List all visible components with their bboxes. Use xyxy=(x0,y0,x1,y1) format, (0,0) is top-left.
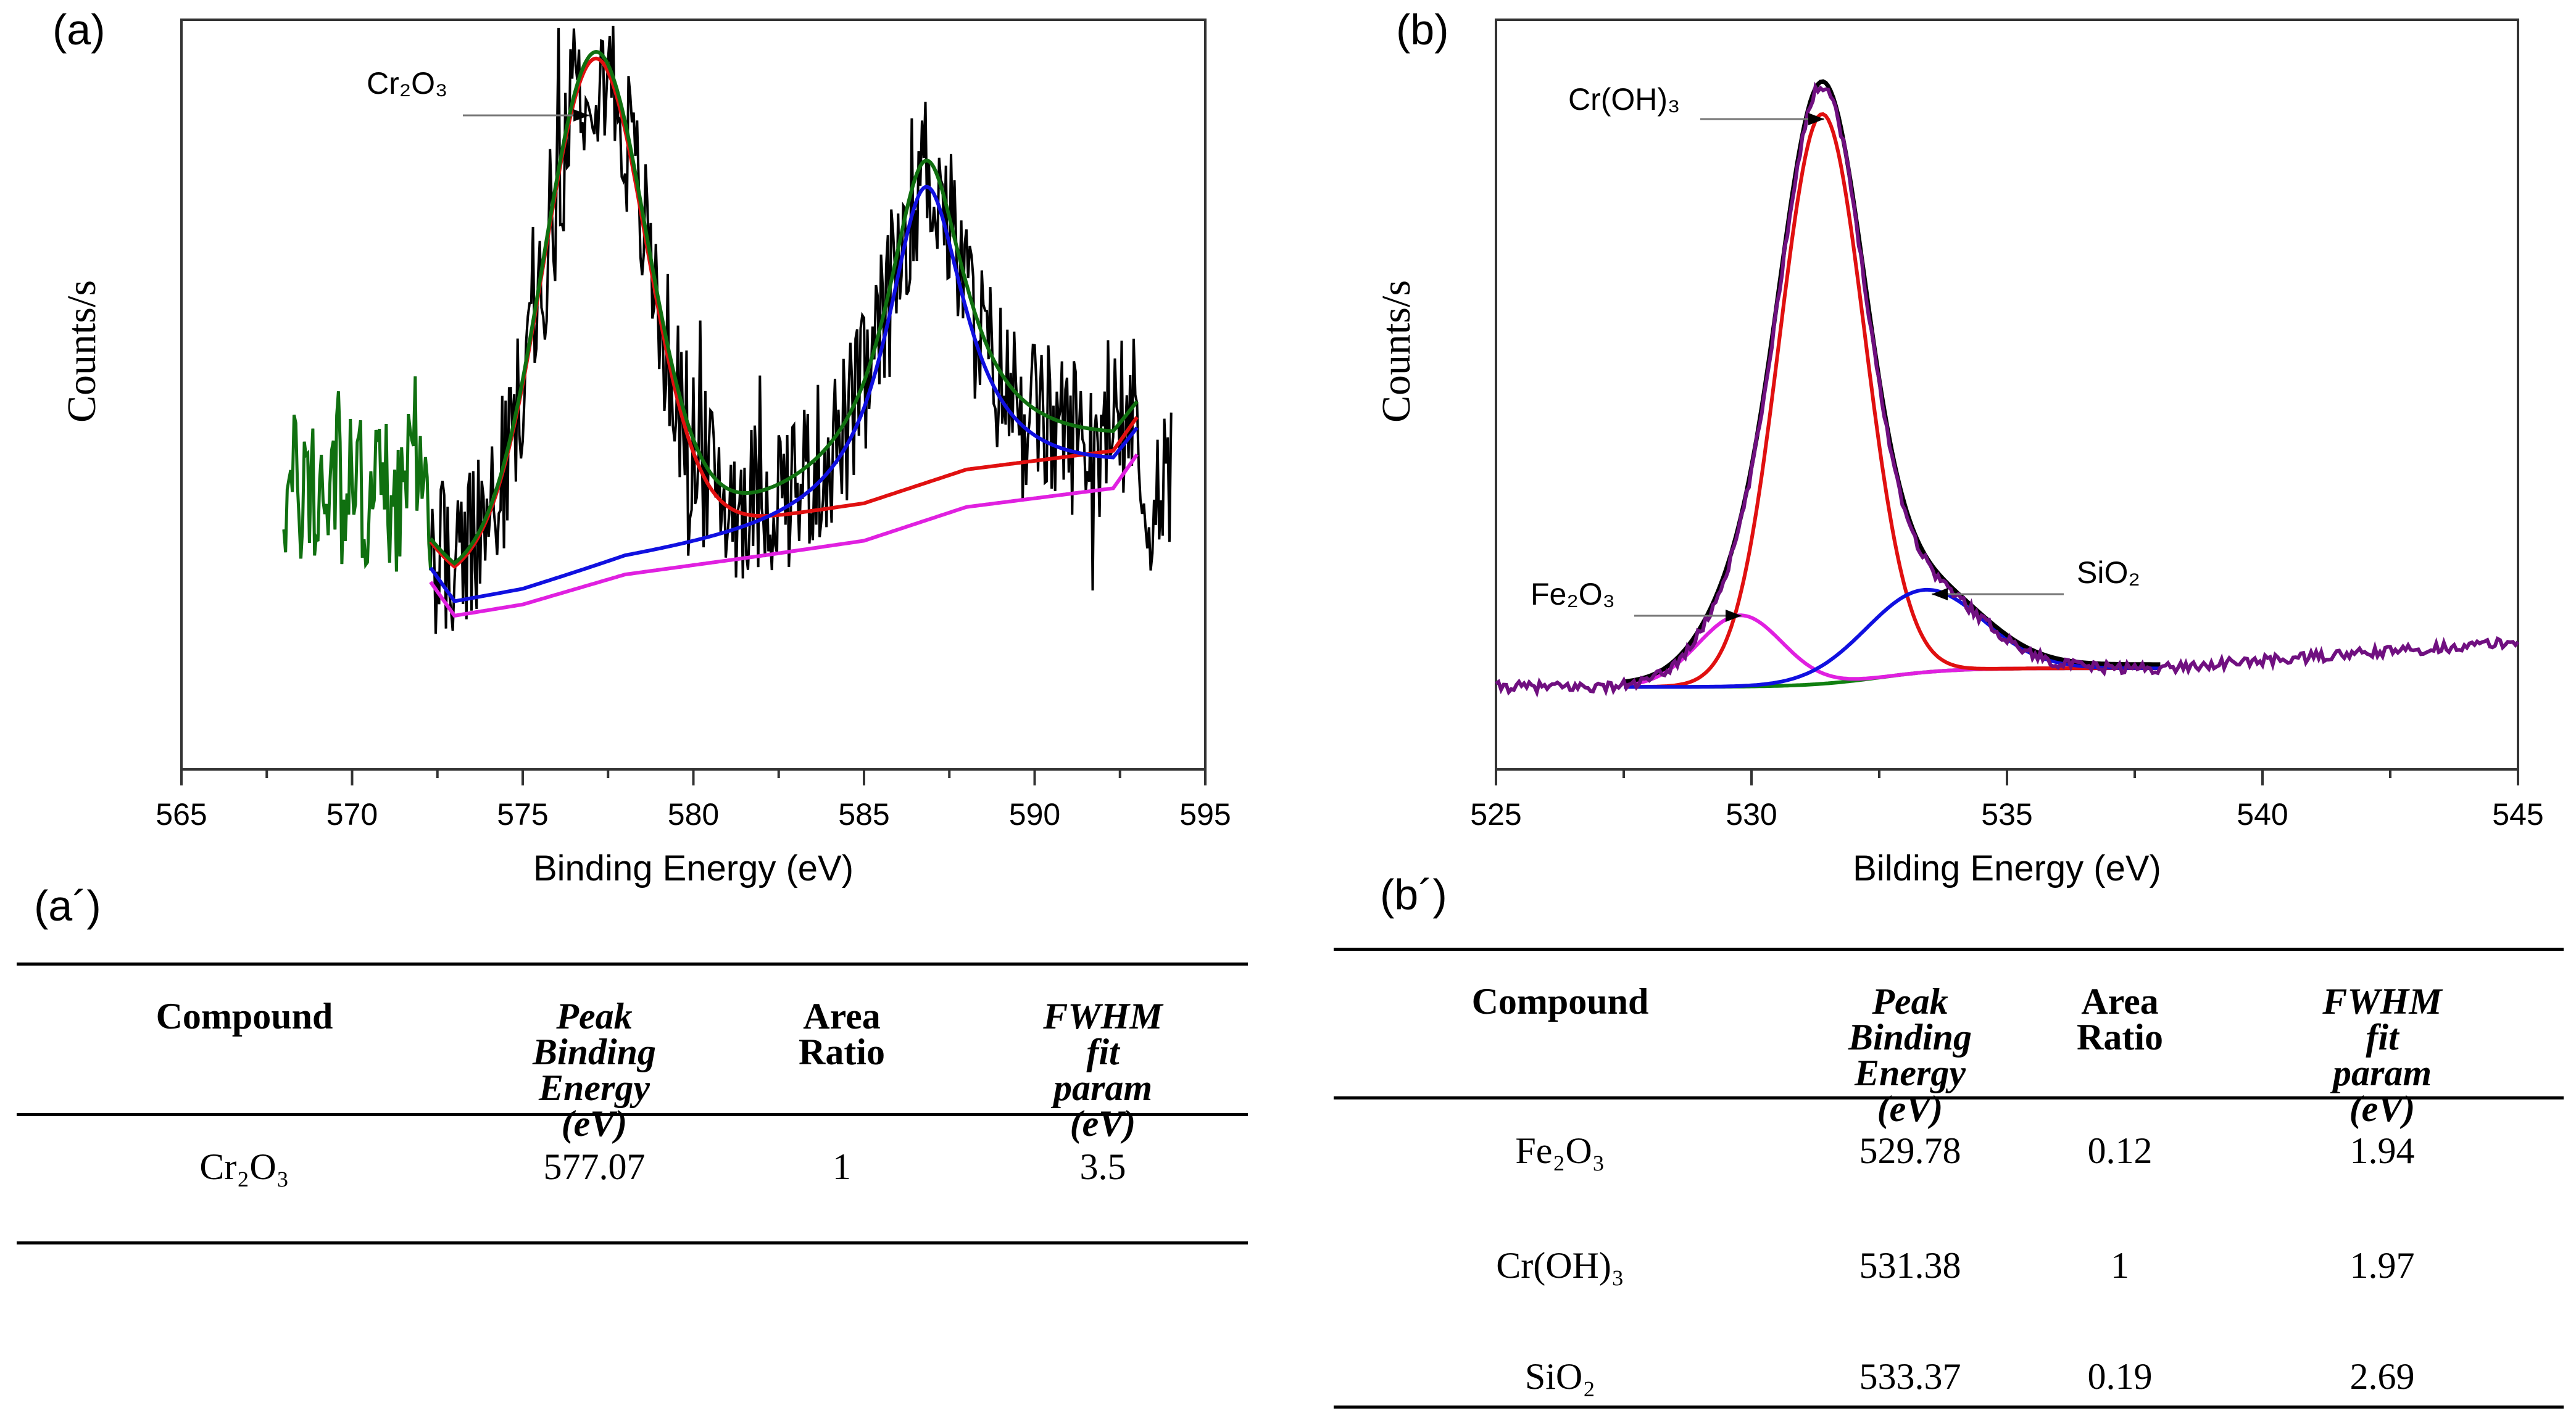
table-b-cell: Fe₂O₃ xyxy=(1515,1130,1605,1171)
table-a-cell: 577.07 xyxy=(543,1146,646,1187)
x-tick-label: 545 xyxy=(2492,797,2543,832)
table-b-cell: 0.19 xyxy=(2087,1356,2153,1397)
table-b-cell: 0.12 xyxy=(2087,1130,2153,1171)
table-a-header-compound: Compound xyxy=(156,996,333,1037)
x-tick-label: 580 xyxy=(668,797,719,832)
panel-label-a: (a) xyxy=(52,6,106,54)
annotation-label: Cr(OH)₃ xyxy=(1568,82,1680,117)
x-tick-label: 590 xyxy=(1009,797,1060,832)
table-b-cell: 531.38 xyxy=(1859,1245,1961,1286)
table-b-cell: Cr(OH)₃ xyxy=(1496,1245,1624,1286)
table-a-cell: Cr₂O₃ xyxy=(199,1146,289,1187)
annotation-label: Fe₂O₃ xyxy=(1531,577,1615,611)
baseline-line xyxy=(429,453,1139,618)
annotation-arrowhead xyxy=(1932,588,1948,600)
table-b-cell: 1.97 xyxy=(2350,1245,2415,1286)
raw-spectrum-line xyxy=(282,25,1173,634)
annotation-label: SiO₂ xyxy=(2077,555,2140,590)
envelope-fit-line xyxy=(429,49,1139,566)
annotation-arrowhead xyxy=(573,109,590,122)
x-tick-label: 525 xyxy=(1470,797,1521,832)
table-b-header-compound: Compound xyxy=(1471,981,1649,1022)
second-peak-fit-line xyxy=(429,184,1139,603)
annotation-arrowhead xyxy=(1808,113,1824,125)
table-a-header-rule xyxy=(17,1113,1248,1116)
x-tick-label: 565 xyxy=(156,797,207,832)
table-b-cell: 2.69 xyxy=(2350,1356,2415,1397)
table-b-cell: 533.37 xyxy=(1859,1356,1961,1397)
x-axis-label: Bilding Energy (eV) xyxy=(1853,848,2161,888)
table-a-cell: 1 xyxy=(833,1146,851,1187)
x-tick-label: 595 xyxy=(1179,797,1231,832)
annotation-arrowhead xyxy=(1726,610,1742,622)
x-tick-label: 540 xyxy=(2237,797,2288,832)
x-axis-label: Binding Energy (eV) xyxy=(533,848,854,888)
x-tick-label: 530 xyxy=(1726,797,1777,832)
x-tick-label: 585 xyxy=(838,797,889,832)
envelope-line xyxy=(1495,81,2520,698)
panel-label-a-table: (a´) xyxy=(34,882,101,930)
table-a-top-rule xyxy=(17,963,1248,966)
table-b-cell: SiO₂ xyxy=(1524,1356,1596,1397)
panel-label-b-table: (b´) xyxy=(1380,871,1447,919)
y-axis-label: Counts/s xyxy=(1374,280,1419,423)
table-a-header-area: Area Ratio xyxy=(799,996,885,1072)
x-tick-label: 535 xyxy=(1981,797,2032,832)
y-axis-label: Counts/s xyxy=(59,280,104,423)
table-b-cell: 1.94 xyxy=(2350,1130,2415,1171)
table-b-cell: 529.78 xyxy=(1859,1130,1961,1171)
raw-spectrum-line xyxy=(1623,79,2161,684)
table-b-bottom-rule xyxy=(1334,1406,2564,1409)
table-b-top-rule xyxy=(1334,948,2564,951)
table-a-bottom-rule xyxy=(17,1241,1248,1244)
croh3-peak-fit-line xyxy=(1624,112,2161,689)
panel-label-b: (b) xyxy=(1396,6,1449,54)
x-tick-label: 570 xyxy=(326,797,378,832)
table-b-header-area: Area Ratio xyxy=(2077,981,2163,1058)
table-a-header-fwhm: FWHM fit param (eV) xyxy=(1043,996,1163,1144)
x-tick-label: 575 xyxy=(497,797,548,832)
annotation-label: Cr₂O₃ xyxy=(367,66,447,101)
table-b-cell: 1 xyxy=(2111,1245,2129,1286)
table-a-cell: 3.5 xyxy=(1079,1146,1126,1187)
plot-frame-b xyxy=(1495,19,2519,771)
table-b-header-fwhm: FWHM fit param (eV) xyxy=(2322,981,2442,1129)
table-b-header-peak: Peak Binding Energy (eV) xyxy=(1848,981,1972,1129)
raw-spectrum-left-segment xyxy=(282,376,433,572)
table-a-header-peak: Peak Binding Energy (eV) xyxy=(532,996,657,1144)
table-b-header-rule xyxy=(1334,1096,2564,1099)
